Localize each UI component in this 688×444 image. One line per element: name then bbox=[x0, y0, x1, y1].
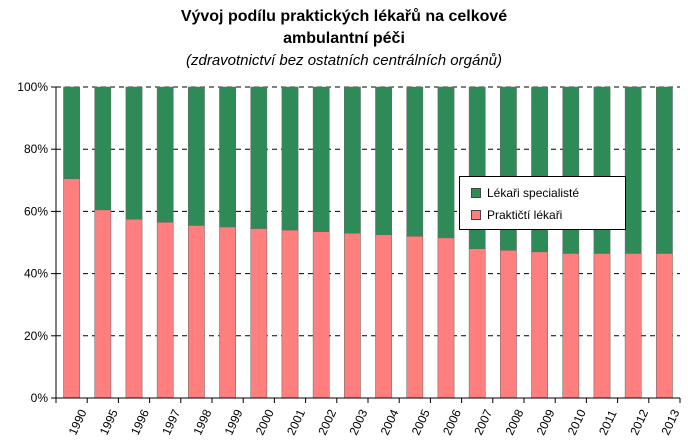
bar-practitioners bbox=[531, 251, 548, 399]
y-tick-label: 60% bbox=[24, 204, 48, 218]
bar-specialists bbox=[437, 86, 455, 239]
bar-practitioners bbox=[312, 231, 330, 399]
bar-specialists bbox=[94, 86, 112, 211]
bar-practitioners bbox=[188, 225, 205, 399]
bar-practitioners bbox=[156, 222, 174, 399]
x-tick-label: 2000 bbox=[253, 407, 277, 437]
bar-practitioners bbox=[375, 234, 392, 399]
bar-specialists bbox=[281, 86, 299, 231]
bar-practitioners bbox=[500, 250, 517, 399]
legend-swatch-practitioners bbox=[471, 210, 481, 220]
chart-subtitle: (zdravotnictví bez ostatních centrálních… bbox=[186, 52, 502, 69]
bar-specialists bbox=[125, 86, 143, 220]
bar-specialists bbox=[624, 86, 642, 254]
x-tick-label: 2006 bbox=[440, 407, 464, 437]
bar-practitioners bbox=[624, 253, 642, 399]
bar-specialists bbox=[219, 86, 236, 228]
x-tick-label: 2009 bbox=[534, 407, 558, 437]
x-tick-label: 2002 bbox=[315, 407, 339, 437]
bar-specialists bbox=[63, 86, 80, 179]
y-tick-label: 100% bbox=[17, 80, 48, 94]
legend-label-practitioners: Praktičtí lékaři bbox=[487, 208, 563, 222]
bar-specialists bbox=[156, 86, 174, 223]
x-tick-label: 2004 bbox=[378, 407, 402, 437]
bar-specialists bbox=[312, 86, 330, 232]
bar-practitioners bbox=[94, 209, 112, 399]
legend-item-specialists: Lékaři specialisté bbox=[460, 185, 579, 201]
legend-label-specialists: Lékaři specialisté bbox=[487, 186, 580, 200]
legend-swatch-specialists bbox=[471, 188, 481, 198]
x-tick-label: 2010 bbox=[565, 407, 589, 437]
x-tick-label: 1995 bbox=[97, 407, 121, 437]
chart-title-line1: Vývoj podílu praktických lékařů na celko… bbox=[180, 8, 508, 25]
bar-practitioners bbox=[250, 228, 268, 399]
y-tick-label: 0% bbox=[31, 391, 49, 405]
x-tick-label: 2008 bbox=[502, 407, 526, 437]
x-tick-label: 1997 bbox=[159, 407, 183, 437]
bar-practitioners bbox=[562, 253, 580, 399]
bar-practitioners bbox=[219, 226, 236, 399]
x-tick-label: 2011 bbox=[596, 408, 620, 438]
bar-specialists bbox=[188, 86, 205, 226]
bar-practitioners bbox=[281, 229, 299, 399]
x-tick-label: 1999 bbox=[222, 407, 246, 437]
x-tick-label: 2013 bbox=[658, 407, 682, 437]
bar-specialists bbox=[406, 86, 424, 237]
bar-practitioners bbox=[406, 236, 424, 399]
bar-practitioners bbox=[63, 178, 80, 399]
bar-specialists bbox=[250, 86, 268, 229]
legend-item-practitioners: Praktičtí lékaři bbox=[460, 207, 562, 223]
bar-practitioners bbox=[437, 237, 455, 399]
bar-specialists bbox=[344, 86, 361, 234]
x-tick-label: 2003 bbox=[346, 407, 370, 437]
bar-specialists bbox=[656, 86, 673, 254]
chart-title-line2: ambulantní péči bbox=[283, 30, 405, 47]
y-tick-label: 40% bbox=[24, 267, 48, 281]
y-tick-label: 20% bbox=[24, 329, 48, 343]
bar-practitioners bbox=[468, 248, 486, 399]
x-tick-label: 1998 bbox=[190, 407, 214, 437]
x-tick-label: 2001 bbox=[284, 407, 308, 437]
x-tick-label: 2005 bbox=[409, 407, 433, 437]
legend: Lékaři specialisté Praktičtí lékaři bbox=[459, 176, 626, 230]
bar-specialists bbox=[375, 86, 392, 235]
x-tick-label: 2007 bbox=[471, 407, 495, 437]
y-tick-label: 80% bbox=[24, 142, 48, 156]
x-tick-label: 1996 bbox=[128, 407, 152, 437]
x-tick-label: 2012 bbox=[627, 407, 651, 437]
bar-practitioners bbox=[593, 253, 611, 399]
x-tick-label: 1990 bbox=[66, 407, 90, 437]
bar-practitioners bbox=[344, 232, 361, 399]
bar-practitioners bbox=[125, 218, 143, 399]
bar-practitioners bbox=[656, 253, 673, 399]
